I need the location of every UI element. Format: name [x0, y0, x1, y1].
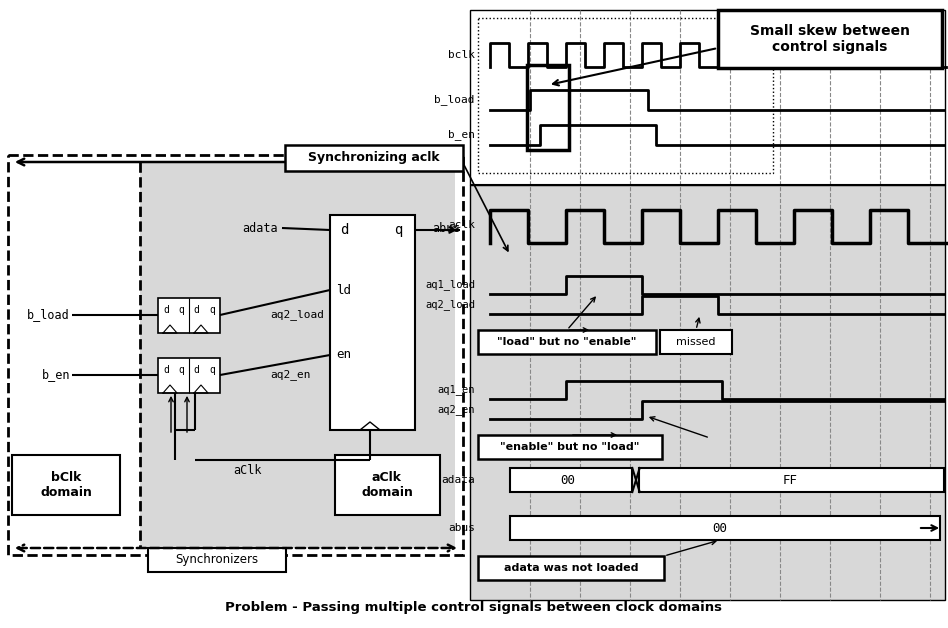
Text: bclk: bclk: [448, 50, 475, 60]
Bar: [285, 145, 463, 171]
Bar: [470, 10, 945, 185]
Text: d: d: [163, 305, 169, 315]
Text: 00: 00: [560, 474, 575, 487]
Text: aq2_load: aq2_load: [425, 300, 475, 310]
Text: d: d: [193, 305, 199, 315]
Text: Synchronizers: Synchronizers: [175, 553, 259, 566]
Text: q: q: [178, 305, 184, 315]
Text: missed: missed: [676, 337, 716, 347]
Text: aClk: aClk: [234, 463, 263, 477]
Text: b_en: b_en: [42, 369, 70, 381]
Text: 00: 00: [713, 521, 727, 534]
Text: d: d: [163, 365, 169, 375]
Bar: [510, 516, 940, 540]
Text: aClk
domain: aClk domain: [361, 471, 413, 499]
Text: q: q: [393, 223, 402, 237]
Text: q: q: [210, 305, 215, 315]
Text: aclk: aclk: [448, 220, 475, 230]
Bar: [8, 155, 463, 555]
Text: d: d: [193, 365, 199, 375]
Text: abus: abus: [448, 523, 475, 533]
Text: aq1_en: aq1_en: [437, 384, 475, 396]
Bar: [158, 358, 220, 393]
Bar: [330, 215, 415, 430]
Text: Synchronizing aclk: Synchronizing aclk: [308, 151, 440, 165]
Text: "enable" but no "load": "enable" but no "load": [501, 442, 640, 452]
Text: Problem - Passing multiple control signals between clock domains: Problem - Passing multiple control signa…: [226, 602, 722, 615]
Text: aq2_load: aq2_load: [270, 310, 324, 320]
Text: bClk
domain: bClk domain: [40, 471, 92, 499]
Bar: [470, 185, 945, 600]
Bar: [478, 435, 662, 459]
Text: d: d: [339, 223, 348, 237]
Text: Small skew between
control signals: Small skew between control signals: [750, 24, 910, 54]
Bar: [660, 330, 732, 354]
Bar: [148, 548, 286, 572]
Text: b_en: b_en: [448, 129, 475, 141]
Bar: [478, 18, 773, 173]
Bar: [478, 556, 664, 580]
Text: b_load: b_load: [27, 308, 70, 322]
Bar: [478, 330, 656, 354]
Text: abus: abus: [432, 222, 461, 234]
Text: "load" but no "enable": "load" but no "enable": [498, 337, 637, 347]
Text: q: q: [210, 365, 215, 375]
Text: adata was not loaded: adata was not loaded: [503, 563, 638, 573]
Text: FF: FF: [782, 474, 797, 487]
Bar: [527, 65, 569, 150]
Bar: [158, 298, 220, 333]
Bar: [335, 455, 440, 515]
Text: adata: adata: [243, 222, 278, 234]
Text: en: en: [337, 349, 352, 362]
Bar: [510, 468, 632, 492]
Bar: [718, 10, 942, 68]
Text: q: q: [178, 365, 184, 375]
Bar: [12, 455, 120, 515]
Text: adata: adata: [441, 475, 475, 485]
Bar: [639, 468, 944, 492]
Text: aq2_en: aq2_en: [437, 404, 475, 416]
Text: ld: ld: [337, 283, 352, 296]
Text: aq2_en: aq2_en: [270, 369, 311, 381]
Bar: [140, 162, 455, 548]
Text: aq1_load: aq1_load: [425, 279, 475, 291]
Text: b_load: b_load: [434, 95, 475, 106]
